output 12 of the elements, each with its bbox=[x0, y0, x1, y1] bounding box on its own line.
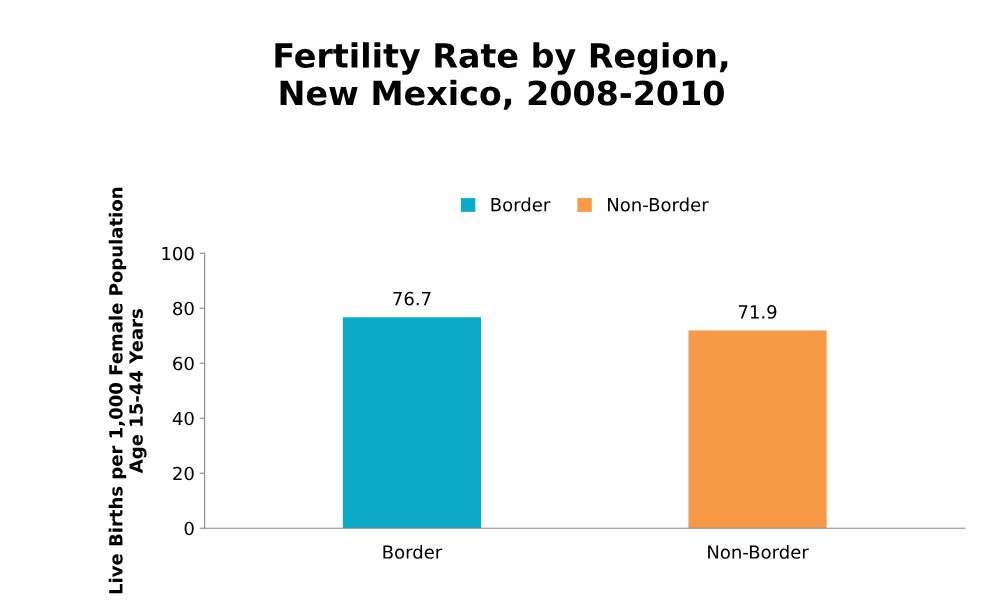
chart-title: Fertility Rate by Region, New Mexico, 2008-2010 bbox=[275, 42, 728, 110]
data-label: 76.7 bbox=[393, 291, 431, 306]
y-tick-label: 100 bbox=[162, 246, 194, 261]
y-axis-title: Live Births per 1,000 Female Population Age 15-44 Years bbox=[108, 187, 147, 594]
y-tick-label: 80 bbox=[173, 301, 194, 316]
data-label: 71.9 bbox=[738, 305, 777, 319]
y-tick-label: 20 bbox=[173, 466, 194, 481]
y-tick-label: 40 bbox=[172, 411, 194, 426]
y-tick-label: 60 bbox=[173, 356, 194, 371]
legend-label: Non-Border bbox=[608, 197, 709, 212]
y-tick-label: 0 bbox=[184, 521, 194, 536]
legend-label: Border bbox=[491, 197, 551, 212]
